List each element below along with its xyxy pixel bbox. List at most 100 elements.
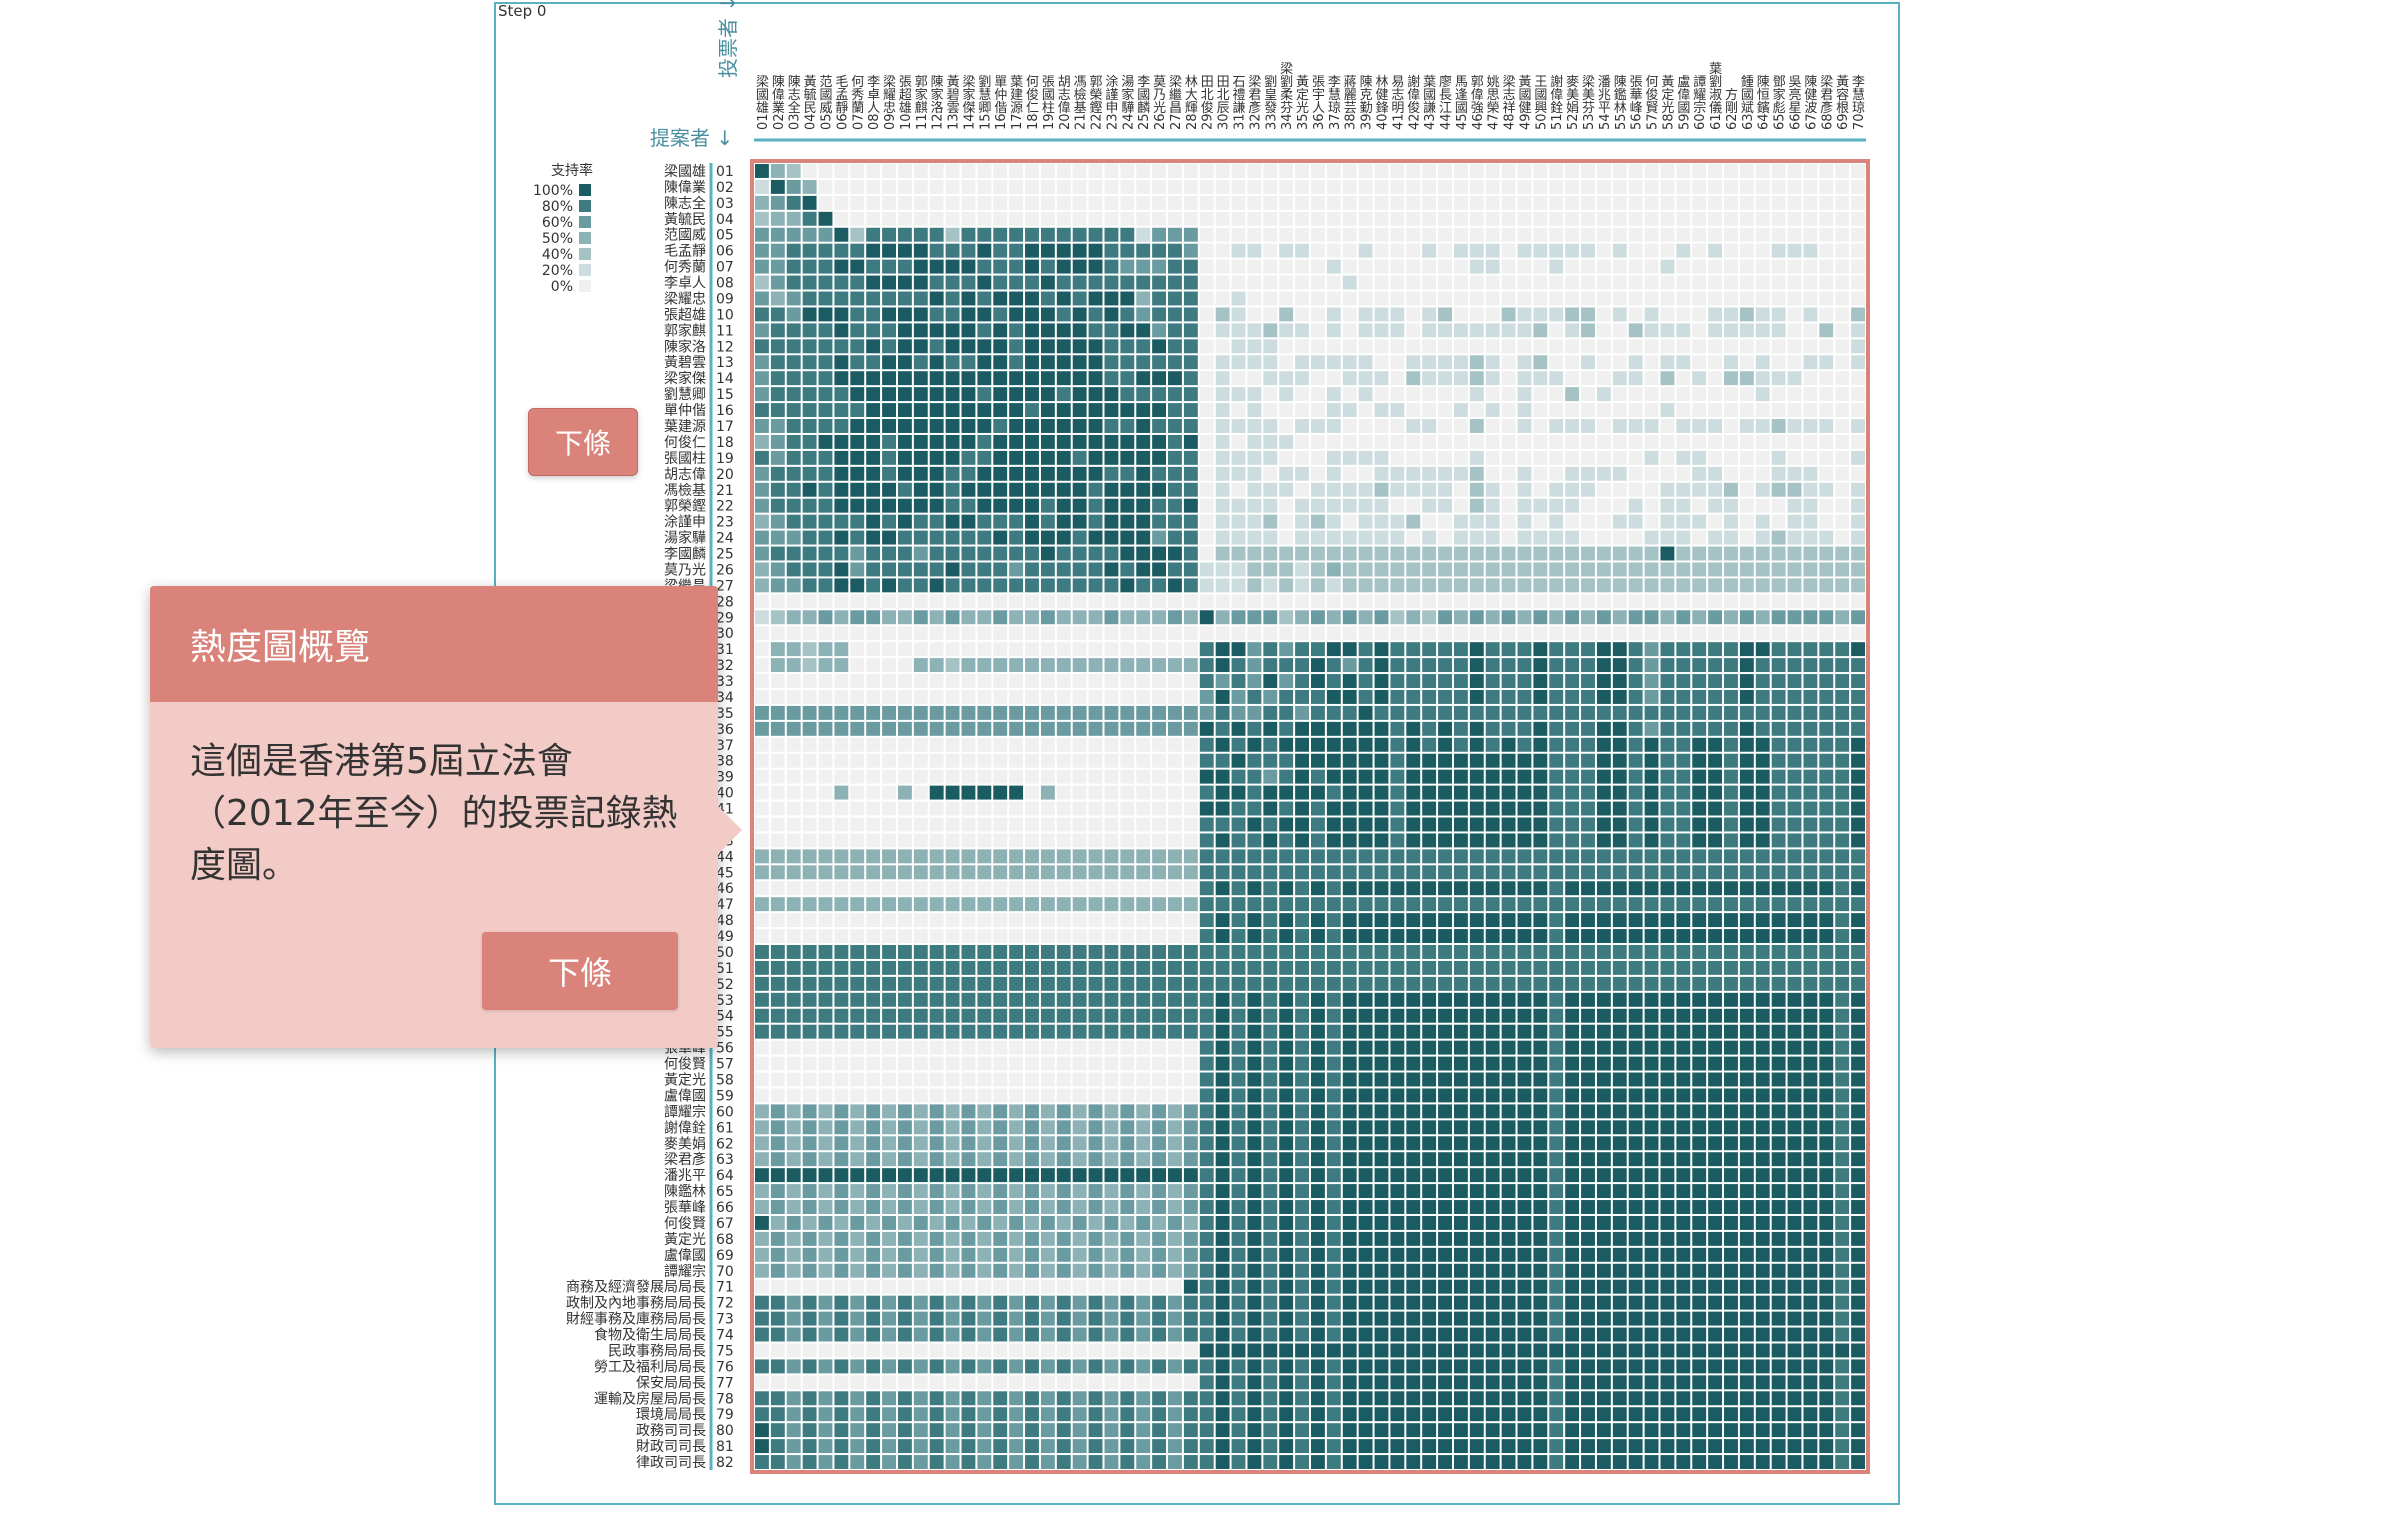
heatmap-cell[interactable]: [1326, 1072, 1341, 1087]
heatmap-cell[interactable]: [1199, 211, 1214, 226]
heatmap-cell[interactable]: [802, 419, 817, 433]
heatmap-cell[interactable]: [1755, 737, 1770, 752]
heatmap-cell[interactable]: [1120, 275, 1135, 290]
heatmap-cell[interactable]: [802, 753, 817, 768]
heatmap-cell[interactable]: [1771, 1056, 1786, 1071]
heatmap-cell[interactable]: [1104, 291, 1119, 306]
heatmap-cell[interactable]: [1438, 817, 1452, 832]
heatmap-cell[interactable]: [913, 881, 928, 896]
heatmap-cell[interactable]: [1040, 1024, 1055, 1039]
heatmap-cell[interactable]: [1739, 498, 1754, 513]
heatmap-cell[interactable]: [1517, 546, 1532, 561]
heatmap-cell[interactable]: [1247, 610, 1262, 625]
heatmap-cell[interactable]: [818, 275, 833, 290]
heatmap-cell[interactable]: [1279, 1008, 1294, 1023]
heatmap-cell[interactable]: [1247, 1104, 1262, 1119]
heatmap-cell[interactable]: [850, 355, 865, 370]
heatmap-cell[interactable]: [1676, 817, 1691, 832]
heatmap-cell[interactable]: [1136, 179, 1151, 194]
heatmap-cell[interactable]: [1247, 594, 1262, 609]
heatmap-cell[interactable]: [866, 945, 881, 959]
heatmap-cell[interactable]: [913, 498, 928, 513]
heatmap-cell[interactable]: [802, 594, 817, 609]
heatmap-cell[interactable]: [1581, 450, 1595, 465]
heatmap-cell[interactable]: [1056, 626, 1071, 641]
heatmap-cell[interactable]: [1453, 626, 1468, 641]
heatmap-cell[interactable]: [818, 881, 833, 896]
heatmap-cell[interactable]: [1501, 945, 1516, 959]
heatmap-cell[interactable]: [1168, 355, 1182, 370]
heatmap-cell[interactable]: [1612, 785, 1627, 800]
heatmap-cell[interactable]: [1565, 498, 1580, 513]
heatmap-cell[interactable]: [913, 769, 928, 784]
heatmap-cell[interactable]: [1787, 976, 1802, 991]
heatmap-cell[interactable]: [1453, 976, 1468, 991]
heatmap-cell[interactable]: [1152, 498, 1167, 513]
heatmap-cell[interactable]: [850, 243, 865, 258]
heatmap-cell[interactable]: [755, 626, 769, 641]
heatmap-cell[interactable]: [1104, 721, 1119, 736]
heatmap-cell[interactable]: [1501, 466, 1516, 481]
heatmap-cell[interactable]: [1390, 371, 1405, 386]
heatmap-cell[interactable]: [1739, 689, 1754, 704]
heatmap-cell[interactable]: [1438, 466, 1452, 481]
heatmap-cell[interactable]: [755, 705, 769, 720]
heatmap-cell[interactable]: [1708, 881, 1723, 896]
heatmap-cell[interactable]: [1358, 674, 1373, 688]
heatmap-cell[interactable]: [1120, 164, 1135, 178]
heatmap-cell[interactable]: [1469, 817, 1484, 832]
heatmap-cell[interactable]: [1501, 307, 1516, 322]
heatmap-cell[interactable]: [1660, 897, 1675, 912]
heatmap-cell[interactable]: [1803, 785, 1818, 800]
heatmap-cell[interactable]: [882, 1168, 896, 1183]
heatmap-cell[interactable]: [1644, 1104, 1659, 1119]
heatmap-cell[interactable]: [1231, 865, 1246, 880]
heatmap-cell[interactable]: [1263, 849, 1278, 864]
heatmap-cell[interactable]: [1708, 849, 1723, 864]
heatmap-cell[interactable]: [1183, 195, 1198, 210]
heatmap-cell[interactable]: [1342, 610, 1357, 625]
heatmap-cell[interactable]: [993, 881, 1008, 896]
heatmap-cell[interactable]: [1628, 1104, 1643, 1119]
heatmap-cell[interactable]: [1263, 674, 1278, 688]
heatmap-cell[interactable]: [1215, 1136, 1230, 1151]
heatmap-cell[interactable]: [1374, 1040, 1389, 1055]
heatmap-cell[interactable]: [802, 1056, 817, 1071]
heatmap-cell[interactable]: [834, 307, 849, 322]
heatmap-cell[interactable]: [1215, 578, 1230, 593]
heatmap-cell[interactable]: [1072, 211, 1087, 226]
heatmap-cell[interactable]: [1390, 259, 1405, 274]
heatmap-cell[interactable]: [1517, 833, 1532, 848]
heatmap-cell[interactable]: [882, 482, 896, 497]
heatmap-cell[interactable]: [1453, 227, 1468, 242]
heatmap-cell[interactable]: [1025, 1072, 1039, 1087]
heatmap-cell[interactable]: [1628, 1056, 1643, 1071]
heatmap-cell[interactable]: [1152, 865, 1167, 880]
heatmap-cell[interactable]: [1438, 1072, 1452, 1087]
heatmap-cell[interactable]: [945, 929, 960, 944]
heatmap-cell[interactable]: [786, 913, 801, 928]
heatmap-cell[interactable]: [1120, 403, 1135, 418]
heatmap-cell[interactable]: [1152, 259, 1167, 274]
heatmap-cell[interactable]: [1644, 307, 1659, 322]
heatmap-cell[interactable]: [1453, 1215, 1468, 1230]
heatmap-cell[interactable]: [1040, 179, 1055, 194]
heatmap-cell[interactable]: [1263, 785, 1278, 800]
heatmap-cell[interactable]: [786, 339, 801, 354]
heatmap-cell[interactable]: [1120, 1168, 1135, 1183]
heatmap-cell[interactable]: [1692, 897, 1707, 912]
heatmap-cell[interactable]: [834, 658, 849, 673]
heatmap-cell[interactable]: [1088, 1120, 1103, 1135]
heatmap-cell[interactable]: [1708, 897, 1723, 912]
heatmap-cell[interactable]: [1358, 1120, 1373, 1135]
heatmap-cell[interactable]: [1152, 482, 1167, 497]
heatmap-cell[interactable]: [1183, 801, 1198, 816]
heatmap-cell[interactable]: [1342, 530, 1357, 545]
heatmap-cell[interactable]: [1374, 849, 1389, 864]
heatmap-cell[interactable]: [1263, 753, 1278, 768]
heatmap-cell[interactable]: [929, 211, 944, 226]
heatmap-cell[interactable]: [961, 466, 976, 481]
heatmap-cell[interactable]: [1692, 594, 1707, 609]
heatmap-cell[interactable]: [1676, 1168, 1691, 1183]
heatmap-cell[interactable]: [1501, 371, 1516, 386]
